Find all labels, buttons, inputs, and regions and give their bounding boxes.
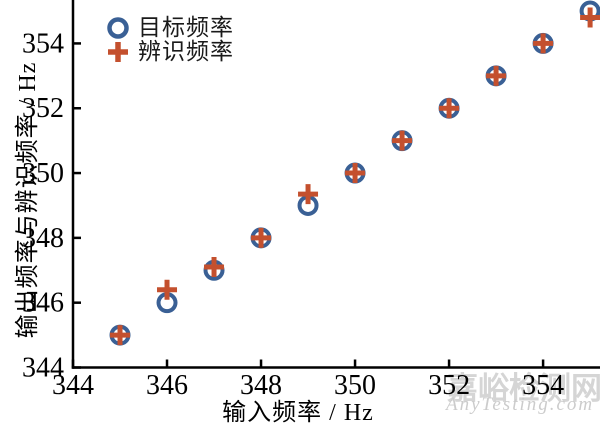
identified-frequency-marker bbox=[345, 163, 366, 184]
y-tick-label: 346 bbox=[22, 288, 64, 319]
identified-frequency-marker bbox=[439, 98, 460, 119]
identified-frequency-marker bbox=[298, 184, 319, 205]
identified-frequency-marker bbox=[533, 33, 554, 54]
y-tick-label: 350 bbox=[22, 158, 64, 189]
legend: 目标频率 辨识频率 bbox=[106, 16, 234, 64]
identified-frequency-marker bbox=[251, 227, 272, 248]
y-axis-title: 输出频率与辨识频率 / Hz bbox=[15, 61, 41, 339]
x-axis-title: 输入频率 / Hz bbox=[222, 400, 374, 423]
y-tick-label: 354 bbox=[22, 28, 64, 59]
identified-frequency-marker bbox=[204, 257, 225, 278]
y-tick-label: 348 bbox=[22, 223, 64, 254]
watermark-site-name: 嘉峪检测网 bbox=[447, 371, 600, 406]
y-tick-label: 352 bbox=[22, 93, 64, 124]
identified-frequency-marker bbox=[486, 65, 507, 86]
x-tick-label: 348 bbox=[240, 370, 282, 401]
x-tick-label: 354 bbox=[522, 370, 564, 401]
identified-frequency-marker bbox=[580, 7, 600, 28]
identified-frequency-marker bbox=[157, 279, 178, 300]
circle-marker-icon bbox=[107, 17, 129, 39]
x-tick-label: 350 bbox=[334, 370, 376, 401]
x-tick-label: 352 bbox=[428, 370, 470, 401]
x-tick-label: 346 bbox=[146, 370, 188, 401]
legend-item-identified: 辨识频率 bbox=[106, 40, 234, 64]
plus-marker-icon bbox=[108, 42, 128, 62]
x-tick-label: 344 bbox=[52, 370, 94, 401]
legend-label-target: 目标频率 bbox=[138, 15, 234, 40]
legend-item-target: 目标频率 bbox=[106, 16, 234, 40]
watermark-site-url: AnyTesting.com bbox=[446, 394, 595, 415]
identified-frequency-marker bbox=[110, 325, 131, 346]
identified-frequency-marker bbox=[392, 130, 413, 151]
y-tick-label: 344 bbox=[22, 353, 64, 384]
legend-label-identified: 辨识频率 bbox=[138, 39, 234, 64]
